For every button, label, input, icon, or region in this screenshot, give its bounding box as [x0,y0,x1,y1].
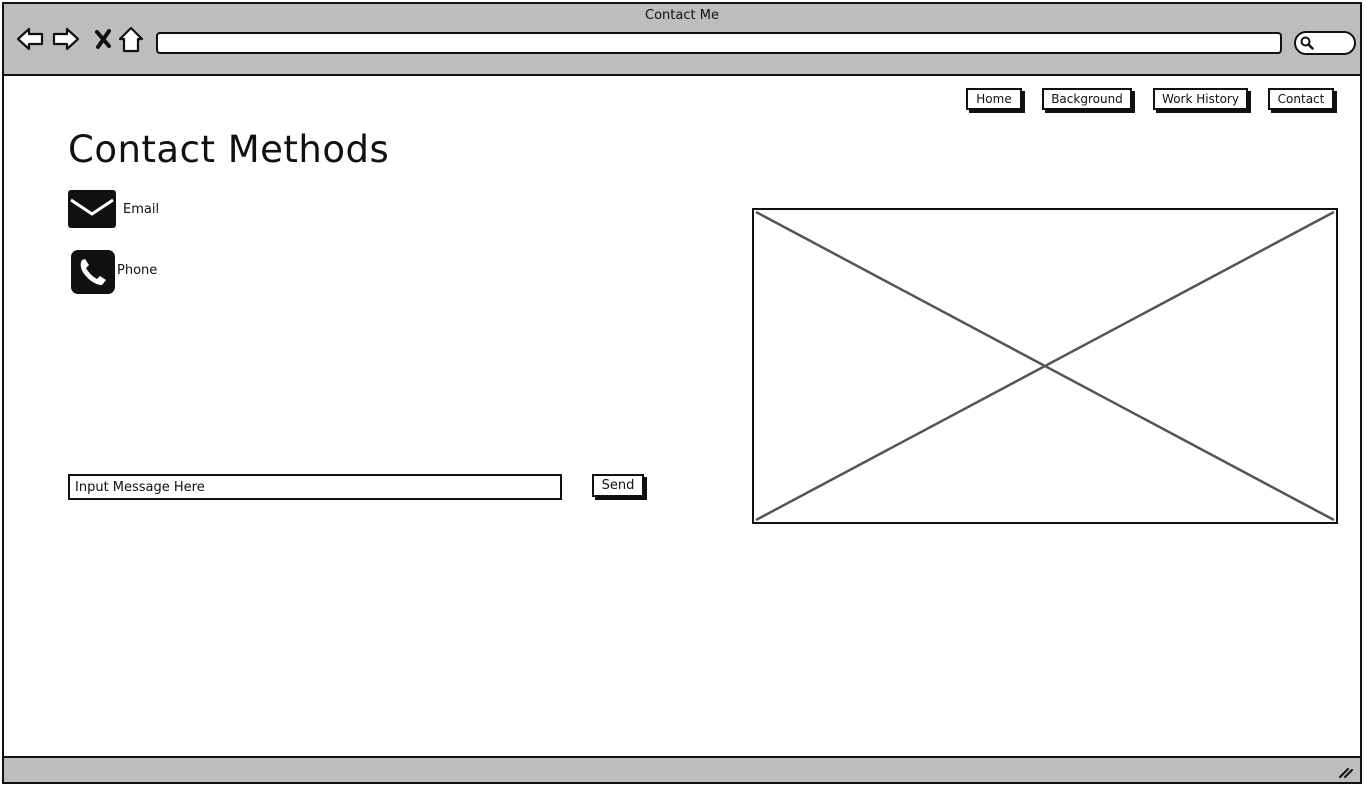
message-input[interactable] [68,474,562,500]
forward-arrow-icon[interactable] [51,24,81,54]
page-title: Contact Methods [68,128,390,171]
search-icon [1300,36,1314,50]
back-arrow-icon[interactable] [15,24,45,54]
address-bar[interactable] [156,32,1282,54]
envelope-icon[interactable] [68,190,116,228]
browser-toolbar: Contact Me [4,4,1360,76]
nav-home-button[interactable]: Home [966,88,1022,110]
nav-background-button[interactable]: Background [1042,88,1132,110]
image-placeholder [752,208,1338,524]
browser-search-box[interactable] [1294,31,1356,55]
nav-contact-button[interactable]: Contact [1268,88,1334,110]
nav-work-history-button[interactable]: Work History [1153,88,1248,110]
send-button[interactable]: Send [592,474,644,497]
phone-icon[interactable] [71,250,115,294]
status-bar [4,756,1360,782]
window-title: Contact Me [645,8,719,23]
close-icon[interactable] [89,24,119,54]
phone-label[interactable]: Phone [117,263,158,278]
email-label[interactable]: Email [123,202,160,217]
resize-grip-icon[interactable] [1338,763,1354,779]
home-icon[interactable] [116,24,146,54]
